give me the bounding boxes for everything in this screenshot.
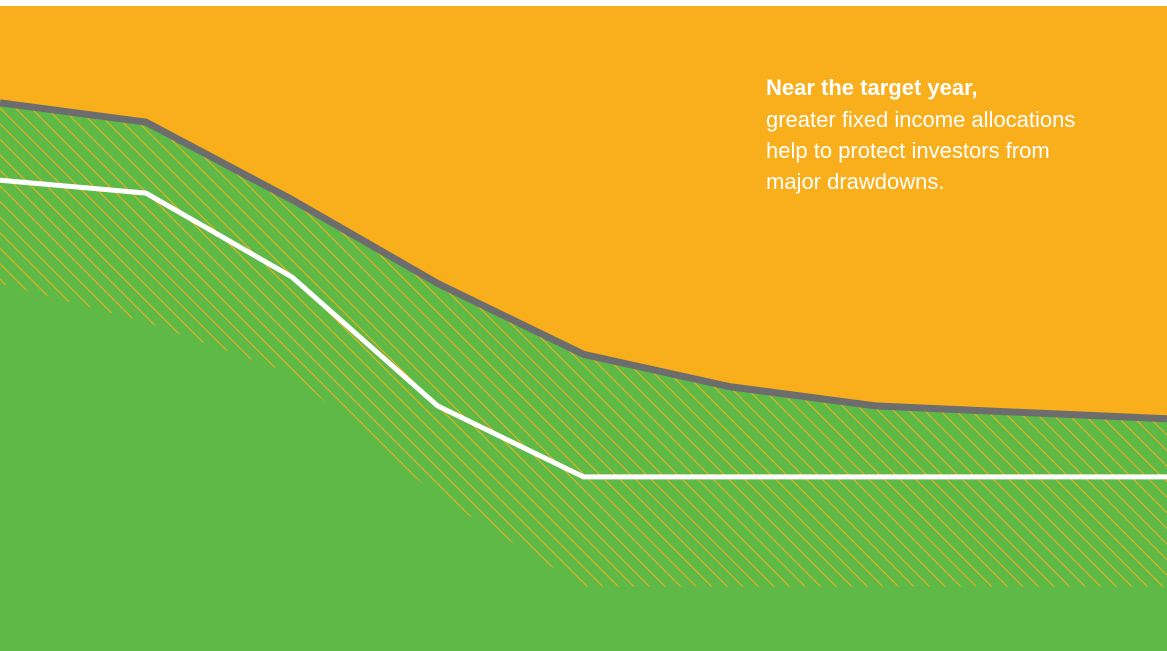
callout-line: help to protect investors from (766, 138, 1050, 163)
series-line (0, 99, 1167, 423)
callout-line: major drawdowns. (766, 169, 945, 194)
annotation-callout: Near the target year, greater fixed inco… (766, 72, 1156, 197)
series-line (0, 177, 1167, 480)
chart-marks (0, 99, 1167, 651)
callout-title: Near the target year, (766, 75, 978, 100)
callout-line: greater fixed income allocations (766, 107, 1076, 132)
fixed-income-area (0, 283, 1167, 651)
